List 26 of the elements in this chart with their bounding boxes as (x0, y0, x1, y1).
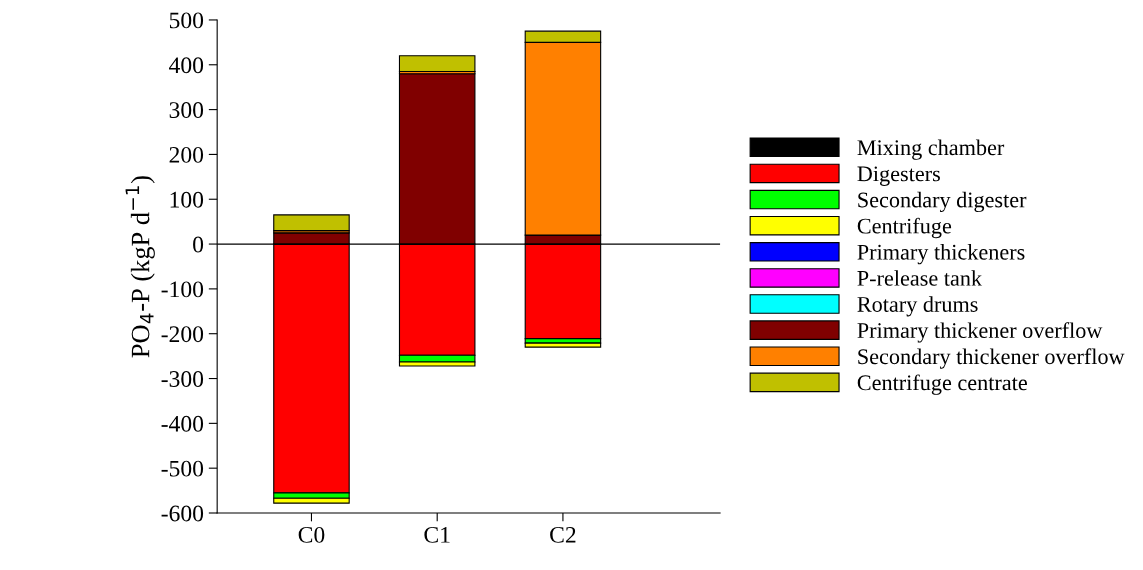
legend-label: Digesters (857, 166, 940, 186)
y-tick-label: -100 (161, 281, 204, 298)
legend-label: Primary thickener overflow (857, 322, 1103, 343)
y-tick-label: 500 (169, 12, 204, 29)
y-tick-label: -400 (161, 415, 204, 432)
y-tick-label: -200 (161, 326, 204, 343)
y-tick-label: 300 (169, 102, 204, 119)
y-tick-label: -300 (161, 371, 204, 387)
y-tick-label: 200 (169, 146, 204, 163)
y-tick-label: 0 (193, 236, 204, 253)
y-tick-label: -500 (161, 460, 204, 477)
y-tick-label: 100 (170, 191, 204, 208)
x-tick-label: C0 (298, 526, 325, 543)
y-tick-label: -600 (161, 505, 204, 522)
legend-label: Centrifuge centrate (857, 374, 1027, 395)
legend-label: Centrifuge (857, 217, 952, 239)
legend-label: Rotary drums (857, 296, 978, 317)
legend-label: P-release tank (857, 270, 983, 286)
y-axis-title: PO$_{4}$-P (kgP d$^{−1}$) (125, 176, 155, 358)
y-tick-label: 400 (169, 57, 204, 74)
legend-label: Mixing chamber (857, 139, 1005, 160)
x-tick-label: C2 (550, 526, 576, 543)
legend-label: Secondary digester (858, 191, 1027, 213)
x-tick-label: C1 (424, 526, 450, 543)
legend-label: Primary thickeners (857, 244, 1025, 265)
legend-label: Secondary thickener overflow (858, 348, 1125, 369)
